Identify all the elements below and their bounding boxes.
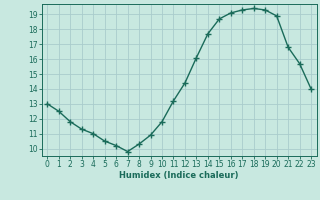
- X-axis label: Humidex (Indice chaleur): Humidex (Indice chaleur): [119, 171, 239, 180]
